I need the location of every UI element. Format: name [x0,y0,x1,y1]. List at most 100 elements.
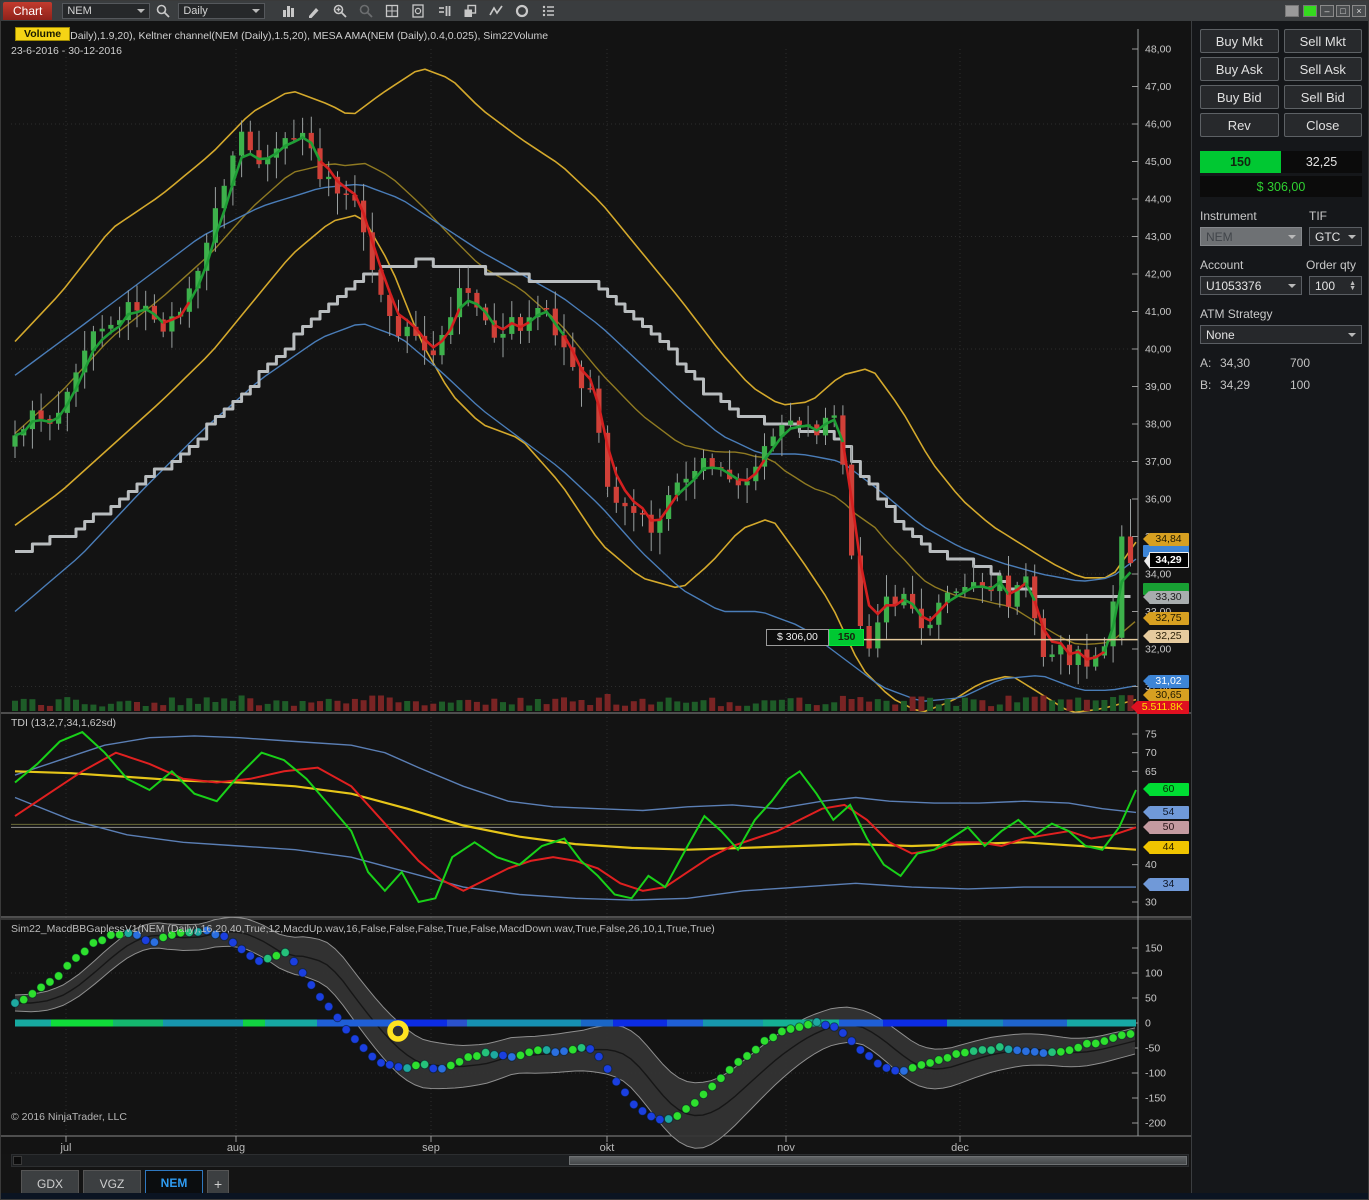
axis-tag-34: 34 [1143,878,1189,891]
toolbar-icons [275,2,561,20]
svg-text:75: 75 [1145,729,1157,741]
scrollbar-thumb[interactable] [569,1156,1187,1165]
svg-text:41,00: 41,00 [1145,306,1171,318]
volume-tooltip: Volume [15,27,71,41]
order-qty-value: 100 [1315,278,1336,293]
axis-tag-60: 60 [1143,783,1189,796]
axis-tag-54: 54 [1143,806,1189,819]
svg-text:100: 100 [1145,968,1163,980]
chart-legend: EM (Daily),1.9,20), Keltner channel(NEM … [48,30,549,42]
reverse-button[interactable]: Rev [1200,113,1279,137]
cascade-icon[interactable] [458,2,482,20]
circle-icon[interactable] [510,2,534,20]
account-select[interactable]: U1053376 [1200,276,1302,295]
svg-text:okt: okt [600,1142,615,1154]
minimize-button[interactable]: – [1320,5,1334,17]
atm-strategy-select[interactable]: None [1200,325,1362,344]
account-select-value: U1053376 [1206,278,1262,293]
list-icon[interactable] [536,2,560,20]
svg-text:40,00: 40,00 [1145,344,1171,356]
sell-ask-button[interactable]: Sell Ask [1283,57,1362,81]
zoom-out-icon[interactable] [354,2,378,20]
order-buttons: Buy Mkt Sell Mkt Buy Ask Sell Ask Buy Bi… [1200,29,1362,137]
tab-vgz[interactable]: VGZ [83,1170,141,1196]
doc-search-icon[interactable] [406,2,430,20]
svg-text:0: 0 [1145,1018,1151,1030]
horizontal-scrollbar[interactable] [11,1154,1189,1167]
svg-text:44,00: 44,00 [1145,194,1171,206]
svg-text:30: 30 [1145,896,1157,908]
grid-icon[interactable] [380,2,404,20]
pencil-icon[interactable] [302,2,326,20]
svg-text:39,00: 39,00 [1145,381,1171,393]
svg-text:40: 40 [1145,859,1157,871]
working-order-marker[interactable]: $ 306,00 150 [766,629,865,646]
instrument-label: Instrument [1200,209,1257,223]
tab-gdx[interactable]: GDX [21,1170,79,1196]
svg-text:37,00: 37,00 [1145,456,1171,468]
svg-text:50: 50 [1145,993,1157,1005]
instrument-dropdown[interactable]: NEM [62,3,151,19]
tab-nem[interactable]: NEM [145,1170,203,1196]
svg-text:34,00: 34,00 [1145,569,1171,581]
buy-bid-button[interactable]: Buy Bid [1200,85,1279,109]
order-qty-label[interactable]: 150 [828,629,865,646]
order-qty-stepper[interactable]: 100 ▲ ▼ [1309,276,1362,295]
buy-mkt-button[interactable]: Buy Mkt [1200,29,1279,53]
svg-text:-200: -200 [1145,1118,1166,1130]
axis-tag-3275: 32,75 [1143,612,1189,625]
axis-tag-3429: 34,29 [1144,552,1189,569]
svg-text:38,00: 38,00 [1145,419,1171,431]
svg-text:-100: -100 [1145,1068,1166,1080]
interval-dropdown-value: Daily [183,5,208,17]
instrument-tab-bar: GDX VGZ NEM + [1,1169,1191,1196]
chevron-down-icon [137,9,146,13]
axis-tag-3330: 33,30 [1143,591,1189,604]
chart-trader-icon[interactable] [432,2,456,20]
svg-text:46,00: 46,00 [1145,119,1171,131]
close-button[interactable]: × [1352,5,1366,17]
tif-select[interactable]: GTC [1309,227,1362,246]
interval-dropdown[interactable]: Daily [178,3,266,19]
chart-window-tab[interactable]: Chart [3,2,53,20]
add-tab-button[interactable]: + [207,1170,230,1196]
sell-mkt-button[interactable]: Sell Mkt [1283,29,1362,53]
svg-text:150: 150 [1145,943,1163,955]
bars-chart-icon[interactable] [276,2,300,20]
stepper-arrows-icon[interactable]: ▲ ▼ [1349,279,1356,292]
svg-text:42,00: 42,00 [1145,269,1171,281]
zigzag-icon[interactable] [484,2,508,20]
svg-text:43,00: 43,00 [1145,231,1171,243]
instrument-select[interactable]: NEM [1200,227,1302,246]
buy-ask-button[interactable]: Buy Ask [1200,57,1279,81]
svg-text:sep: sep [422,1142,440,1154]
axis-tag-3102: 31,02 [1143,675,1189,688]
tif-select-value: GTC [1315,229,1341,244]
sell-bid-button[interactable]: Sell Bid [1283,85,1362,109]
scroll-left-button[interactable] [13,1156,22,1165]
axis-tag-55118K: 5.511.8K [1130,701,1189,714]
copyright-text: © 2016 NinjaTrader, LLC [11,1111,127,1123]
macd-indicator-label: Sim22_MacdBBGaplessV1(NEM (Daily),16,20,… [11,923,715,935]
svg-text:nov: nov [777,1142,795,1154]
connection-gray-indicator [1285,5,1299,17]
axis-tag-3484: 34,84 [1143,533,1189,546]
instrument-select-value: NEM [1206,229,1233,244]
tdi-indicator-label: TDI (13,2,7,34,1,62sd) [11,717,117,729]
axis-tag-3225: 32,25 [1143,630,1189,643]
svg-text:jul: jul [59,1142,71,1154]
svg-text:70: 70 [1145,747,1157,759]
account-label: Account [1200,258,1244,272]
axis-tag-44: 44 [1143,841,1189,854]
bid-row: B: 34,29 100 [1200,378,1311,392]
svg-text:aug: aug [227,1142,245,1154]
maximize-button[interactable]: □ [1336,5,1350,17]
order-value-label: $ 306,00 [766,629,829,646]
close-position-button[interactable]: Close [1283,113,1362,137]
position-avg-price: 32,25 [1281,151,1362,173]
svg-text:-50: -50 [1145,1043,1160,1055]
svg-text:dec: dec [951,1142,969,1154]
zoom-in-icon[interactable] [328,2,352,20]
svg-text:45,00: 45,00 [1145,156,1171,168]
search-icon[interactable] [151,2,175,20]
